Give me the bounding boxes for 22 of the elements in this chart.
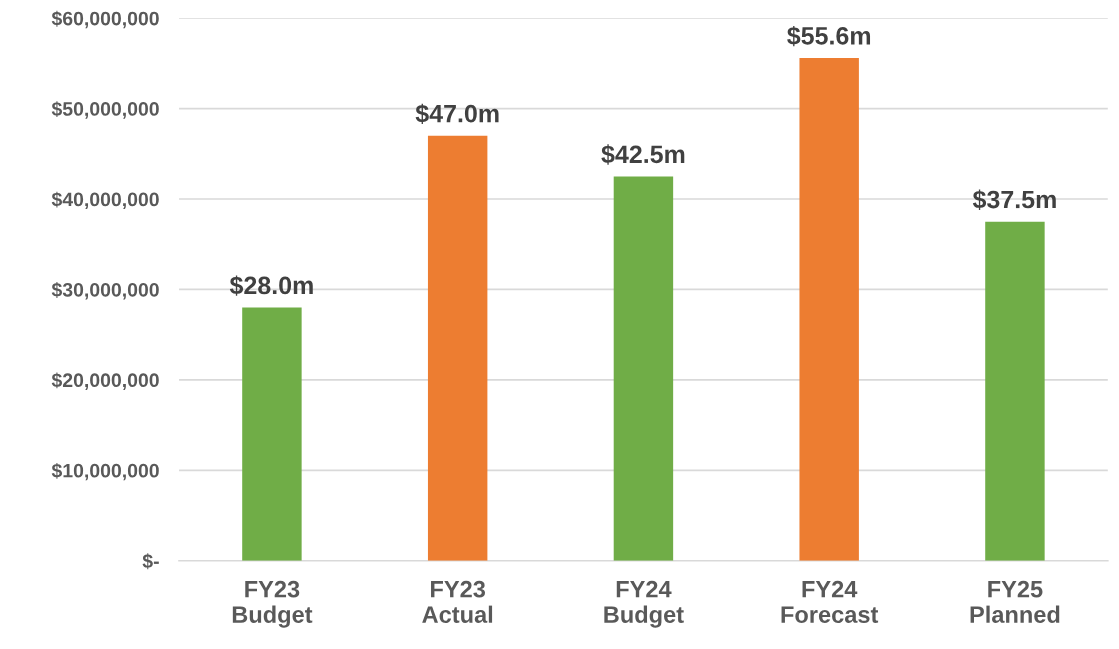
y-tick-label: $50,000,000 xyxy=(51,101,159,119)
data-label: $28.0m xyxy=(229,275,313,296)
data-label: $55.6m xyxy=(787,25,871,47)
data-label: $42.5m xyxy=(601,144,685,165)
y-tick-label: $20,000,000 xyxy=(51,372,159,390)
bar xyxy=(985,221,1045,561)
y-tick-label: $60,000,000 xyxy=(51,10,159,29)
y-tick-label: $10,000,000 xyxy=(51,462,159,481)
y-tick-label: $40,000,000 xyxy=(51,191,159,210)
x-tick-label: FY24 Budget xyxy=(604,580,684,628)
data-label: $37.5m xyxy=(972,189,1056,210)
y-tick-label: $- xyxy=(142,553,159,570)
bar xyxy=(242,307,302,561)
x-tick-label: FY25 Planned xyxy=(970,580,1060,623)
bar xyxy=(427,135,488,561)
y-tick-label: $30,000,000 xyxy=(51,282,159,300)
data-label: $47.0m xyxy=(415,103,499,125)
x-tick-label: FY23 Budget xyxy=(232,580,313,628)
bar xyxy=(613,176,674,561)
x-tick-label: FY24 Forecast xyxy=(781,580,879,623)
x-tick-label: FY23 Actual xyxy=(422,580,493,623)
bar xyxy=(799,57,859,561)
